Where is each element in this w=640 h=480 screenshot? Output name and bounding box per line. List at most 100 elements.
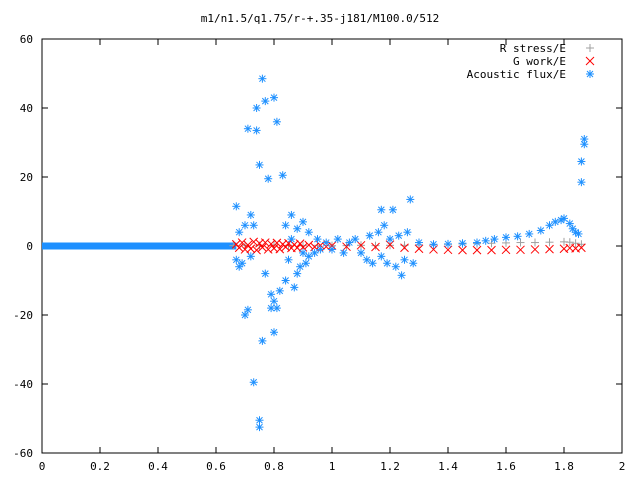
data-point (313, 235, 322, 244)
data-point (415, 238, 423, 247)
data-point (374, 228, 383, 237)
data-point (400, 255, 409, 264)
x-tick-label: 1.4 (438, 460, 458, 473)
data-point (238, 259, 247, 268)
data-point (377, 252, 386, 261)
data-point (545, 221, 554, 230)
data-point (304, 252, 313, 261)
legend-marker (586, 70, 594, 78)
series-1 (231, 237, 586, 255)
data-point (272, 238, 282, 248)
data-point (501, 245, 511, 255)
data-point (281, 221, 290, 230)
y-tick-label: -20 (13, 309, 33, 322)
data-point (299, 248, 307, 257)
data-point (377, 205, 386, 214)
data-point (255, 416, 264, 425)
data-point (234, 243, 244, 253)
data-point (414, 244, 424, 254)
data-point (328, 245, 336, 254)
data-point (357, 248, 365, 257)
data-point (545, 244, 554, 254)
data-point (243, 305, 252, 314)
data-point (232, 202, 241, 211)
data-point (316, 245, 325, 254)
data-point (290, 283, 299, 292)
data-point (241, 221, 249, 230)
data-point (293, 224, 302, 233)
x-tick-label: 0.4 (148, 460, 168, 473)
data-point (429, 240, 438, 249)
data-point (577, 178, 586, 187)
data-point (272, 304, 281, 313)
data-point (261, 269, 270, 278)
data-point (391, 262, 400, 271)
data-point (246, 252, 255, 261)
y-tick-label: -60 (13, 447, 33, 460)
data-point (264, 174, 273, 183)
data-point (272, 117, 281, 126)
data-point (258, 243, 267, 252)
data-point (365, 231, 374, 240)
data-point (267, 290, 276, 299)
chart-title: m1/n1.5/q1.75/r-+.35-j181/M100.0/512 (201, 12, 439, 25)
data-point (536, 226, 545, 235)
data-point (249, 378, 258, 387)
data-point (304, 240, 314, 250)
data-point (255, 160, 264, 169)
data-point (444, 239, 452, 248)
data-point (301, 259, 310, 268)
data-point (545, 238, 554, 247)
data-point (577, 243, 586, 253)
data-point (243, 240, 253, 250)
data-point (560, 214, 568, 223)
data-point (386, 235, 394, 244)
data-point (577, 240, 586, 249)
data-point (380, 221, 389, 230)
data-point (322, 238, 331, 247)
data-point (577, 157, 586, 166)
data-point (487, 245, 496, 255)
data-point (502, 233, 510, 242)
legend-label: Acoustic flux/E (467, 68, 566, 81)
data-point (249, 221, 258, 230)
data-point (270, 297, 278, 306)
x-tick-label: 1 (329, 460, 336, 473)
data-point (287, 235, 296, 244)
data-point (299, 217, 307, 226)
x-tick-label: 2 (619, 460, 626, 473)
axis-ticks: 0 0.2 0.4 0.6 0.8 1 1.2 1.4 1.6 1.8 2 60 40 20 0 -20 -40… (13, 33, 625, 473)
data-point (351, 235, 360, 244)
data-point (261, 97, 270, 106)
x-tick-label: 1.6 (496, 460, 516, 473)
data-point (397, 271, 406, 280)
x-tick-label: 0.8 (264, 460, 284, 473)
data-point (403, 228, 412, 237)
data-point (525, 229, 534, 238)
data-point (243, 124, 252, 133)
data-point (490, 235, 499, 244)
data-point (458, 245, 467, 255)
data-point (310, 248, 319, 257)
data-point (406, 195, 415, 204)
data-point (260, 238, 270, 247)
data-point (371, 241, 380, 250)
data-point (299, 241, 307, 250)
data-point (281, 276, 290, 285)
legend-marker (585, 56, 595, 66)
data-point (255, 423, 264, 432)
data-point (293, 269, 302, 278)
data-point (400, 243, 409, 253)
data-point (580, 135, 589, 144)
data-marks (42, 74, 589, 432)
data-point (270, 328, 278, 337)
data-point (383, 259, 392, 268)
series-2 (232, 74, 589, 432)
data-point (252, 104, 261, 112)
x-tick-label: 1.8 (554, 460, 574, 473)
data-point (394, 231, 403, 240)
data-point (249, 237, 259, 247)
data-point (333, 235, 342, 244)
y-tick-label: -40 (13, 378, 33, 391)
